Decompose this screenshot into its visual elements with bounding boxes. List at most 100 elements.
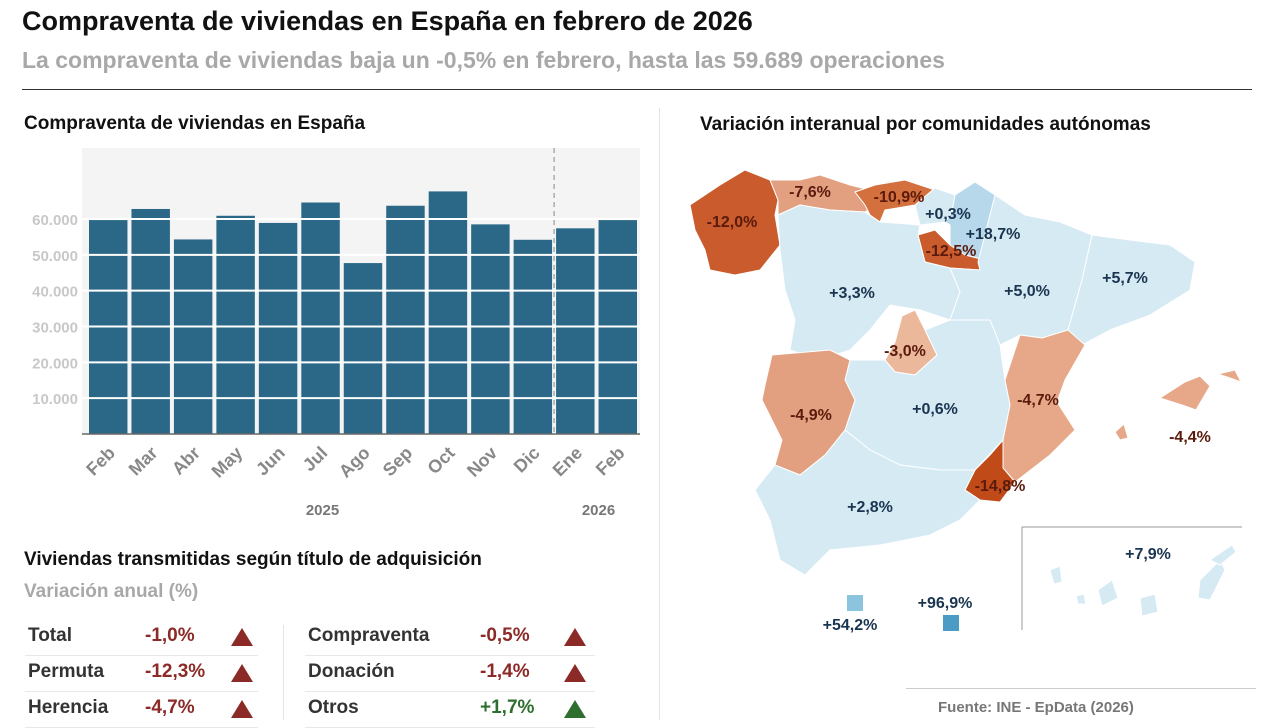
- region-canarias: [1097, 579, 1119, 607]
- triangle-icon: [564, 664, 586, 682]
- region-value-label: -7,6%: [789, 184, 831, 201]
- region-value-label: -12,5%: [926, 243, 977, 260]
- bar: [428, 191, 468, 434]
- column-divider: [659, 108, 660, 720]
- x-tick-label: Mar: [125, 443, 162, 480]
- year-label: 2026: [582, 502, 615, 519]
- bar: [216, 215, 255, 434]
- row-label: Herencia: [28, 697, 109, 718]
- region-canarias: [1049, 565, 1063, 585]
- table-divider: [283, 625, 284, 720]
- region-cataluna: [1067, 234, 1196, 346]
- x-tick-label: Feb: [82, 443, 119, 480]
- region-value-label: -12,0%: [707, 214, 758, 231]
- table-row: Permuta -12,3%: [25, 655, 258, 692]
- region-baleares: [1114, 423, 1129, 441]
- bar: [386, 205, 425, 434]
- row-value: -0,5%: [480, 625, 530, 646]
- region-cantabria: [854, 179, 937, 223]
- bar: [513, 239, 553, 434]
- map-title: Variación interanual por comunidades aut…: [700, 114, 1151, 135]
- row-label: Permuta: [28, 661, 105, 682]
- x-tick-label: May: [208, 443, 247, 482]
- table-row: Total -1,0%: [25, 619, 258, 656]
- x-tick-label: Ago: [335, 443, 374, 482]
- row-value: -4,7%: [145, 697, 195, 718]
- header-divider: [22, 89, 1252, 90]
- row-value: +1,7%: [480, 697, 535, 718]
- region-value-label: +18,7%: [966, 226, 1021, 243]
- region-ceuta: [847, 595, 863, 611]
- region-canarias: [1075, 593, 1087, 605]
- page-title: Compraventa de viviendas en España en fe…: [22, 6, 753, 36]
- row-label: Donación: [308, 661, 395, 682]
- x-tick-label: Nov: [463, 443, 501, 481]
- y-tick-label: 20.000: [32, 355, 78, 372]
- x-tick-label: Sep: [379, 443, 416, 480]
- bar: [556, 228, 595, 434]
- region-value-label: +2,8%: [847, 499, 893, 516]
- table-title: Viviendas transmitidas según título de a…: [24, 549, 482, 570]
- triangle-icon: [231, 664, 253, 682]
- row-label: Otros: [308, 697, 359, 718]
- region-value-label: +54,2%: [823, 617, 878, 634]
- bar: [131, 208, 170, 434]
- region-value-label: +0,3%: [925, 206, 971, 223]
- bar: [173, 239, 213, 434]
- region-value-label: +96,9%: [918, 595, 973, 612]
- region-canarias: [1197, 559, 1226, 601]
- region-value-label: +7,9%: [1125, 546, 1171, 563]
- x-tick-label: Feb: [592, 443, 629, 480]
- region-canarias: [1139, 593, 1159, 617]
- table-row: Donación -1,4%: [305, 655, 595, 692]
- region-value-label: +3,3%: [829, 285, 875, 302]
- triangle-icon: [231, 628, 253, 646]
- x-tick-label: Jul: [299, 443, 332, 476]
- region-value-label: -4,9%: [790, 407, 832, 424]
- page-subtitle: La compraventa de viviendas baja un -0,5…: [22, 47, 945, 73]
- region-aragon: [949, 194, 1093, 346]
- y-tick-label: 30.000: [32, 320, 78, 337]
- region-canarias: [1209, 544, 1237, 566]
- row-value: -1,4%: [480, 661, 530, 682]
- year-label: 2025: [306, 502, 339, 519]
- region-value-label: +5,7%: [1102, 270, 1148, 287]
- row-label: Total: [28, 625, 72, 646]
- bar: [301, 202, 340, 434]
- y-tick-label: 60.000: [32, 212, 78, 229]
- x-tick-label: Ene: [549, 443, 586, 480]
- row-value: -12,3%: [145, 661, 206, 682]
- bar: [343, 263, 383, 434]
- table-row: Herencia -4,7%: [25, 691, 258, 728]
- region-baleares: [1216, 369, 1243, 383]
- region-value-label: -4,7%: [1017, 392, 1059, 409]
- triangle-icon: [231, 700, 253, 718]
- region-value-label: +0,6%: [912, 401, 958, 418]
- region-value-label: -10,9%: [874, 189, 925, 206]
- region-melilla: [943, 615, 959, 631]
- row-label: Compraventa: [308, 625, 430, 646]
- triangle-icon: [564, 628, 586, 646]
- table-row: Compraventa -0,5%: [305, 619, 595, 656]
- triangle-icon: [564, 700, 586, 718]
- table-subtitle: Variación anual (%): [24, 581, 199, 602]
- source-note: Fuente: INE - EpData (2026): [938, 699, 1134, 716]
- x-tick-label: Dic: [510, 443, 544, 477]
- spain-map: -12,0% -7,6% -10,9%+0,3% +18,7%-12,5% +3,3% +…: [689, 169, 1243, 634]
- region-baleares: [1158, 375, 1211, 411]
- region-value-label: +5,0%: [1004, 283, 1050, 300]
- canarias-inset-frame: [1021, 526, 1242, 630]
- region-value-label: -14,8%: [975, 478, 1026, 495]
- row-value: -1,0%: [145, 625, 195, 646]
- region-value-label: -4,4%: [1169, 429, 1211, 446]
- x-tick-label: Abr: [168, 443, 204, 479]
- table-row: Otros +1,7%: [305, 691, 595, 728]
- x-tick-label: Jun: [252, 443, 289, 480]
- region-value-label: -3,0%: [884, 343, 926, 360]
- y-tick-label: 40.000: [32, 284, 78, 301]
- x-tick-label: Oct: [423, 443, 458, 478]
- chart-title: Compraventa de viviendas en España: [24, 113, 366, 134]
- region-andalucia: [754, 429, 981, 576]
- y-tick-label: 50.000: [32, 248, 78, 265]
- region-c-valenciana: [1002, 329, 1086, 483]
